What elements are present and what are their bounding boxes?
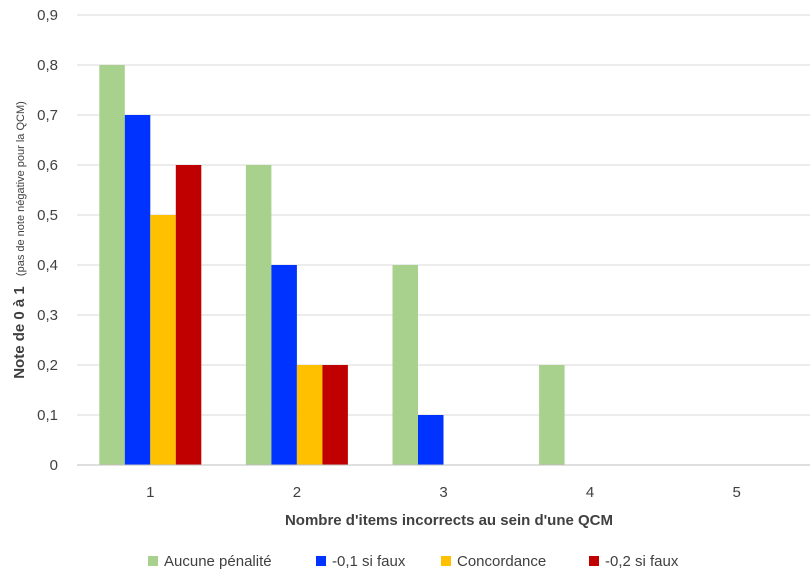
legend-swatch [589,556,599,566]
x-tick-label: 2 [293,484,301,501]
y-tick-label: 0,7 [37,107,58,124]
x-tick-label: 3 [439,484,447,501]
bar [539,365,565,465]
y-axis-title-sub: (pas de note négative pour la QCM) [15,101,27,276]
bar [124,115,151,465]
y-tick-label: 0,3 [37,307,58,324]
legend-label: Concordance [457,553,546,570]
y-tick-label: 0,2 [37,357,58,374]
y-tick-label: 0,9 [37,7,58,24]
y-axis-title-main: Note de 0 à 1 [11,286,28,379]
legend-swatch [316,556,326,566]
y-tick-labels: 0 0,1 0,2 0,3 0,4 0,5 0,6 0,7 0,8 0,9 [37,7,58,474]
legend-label: -0,2 si faux [605,553,679,570]
x-tick-label: 5 [733,484,741,501]
x-tick-label: 1 [146,484,154,501]
bar [296,365,323,465]
y-tick-label: 0,4 [37,257,58,274]
y-axis-title: Note de 0 à 1 (pas de note négative pour… [11,101,28,379]
bars [99,65,565,465]
legend-swatch [441,556,451,566]
bar [322,365,348,465]
bar [150,215,176,465]
y-tick-label: 0,6 [37,157,58,174]
x-tick-label: 4 [586,484,594,501]
y-tick-label: 0 [50,457,58,474]
bar [175,165,202,465]
legend: Aucune pénalité -0,1 si faux Concordance -0… [148,553,679,570]
x-axis-title: Nombre d'items incorrects au sein d'une … [285,512,613,529]
bar [99,65,125,465]
y-tick-label: 0,8 [37,57,58,74]
bar [392,265,418,465]
legend-swatch [148,556,158,566]
bar [418,415,444,465]
y-tick-label: 0,1 [37,407,58,424]
y-tick-label: 0,5 [37,207,58,224]
bar [245,165,272,465]
bar [271,265,297,465]
legend-label: -0,1 si faux [332,553,406,570]
x-tick-labels: 1 2 3 4 5 [146,484,741,501]
legend-label: Aucune pénalité [164,553,272,570]
